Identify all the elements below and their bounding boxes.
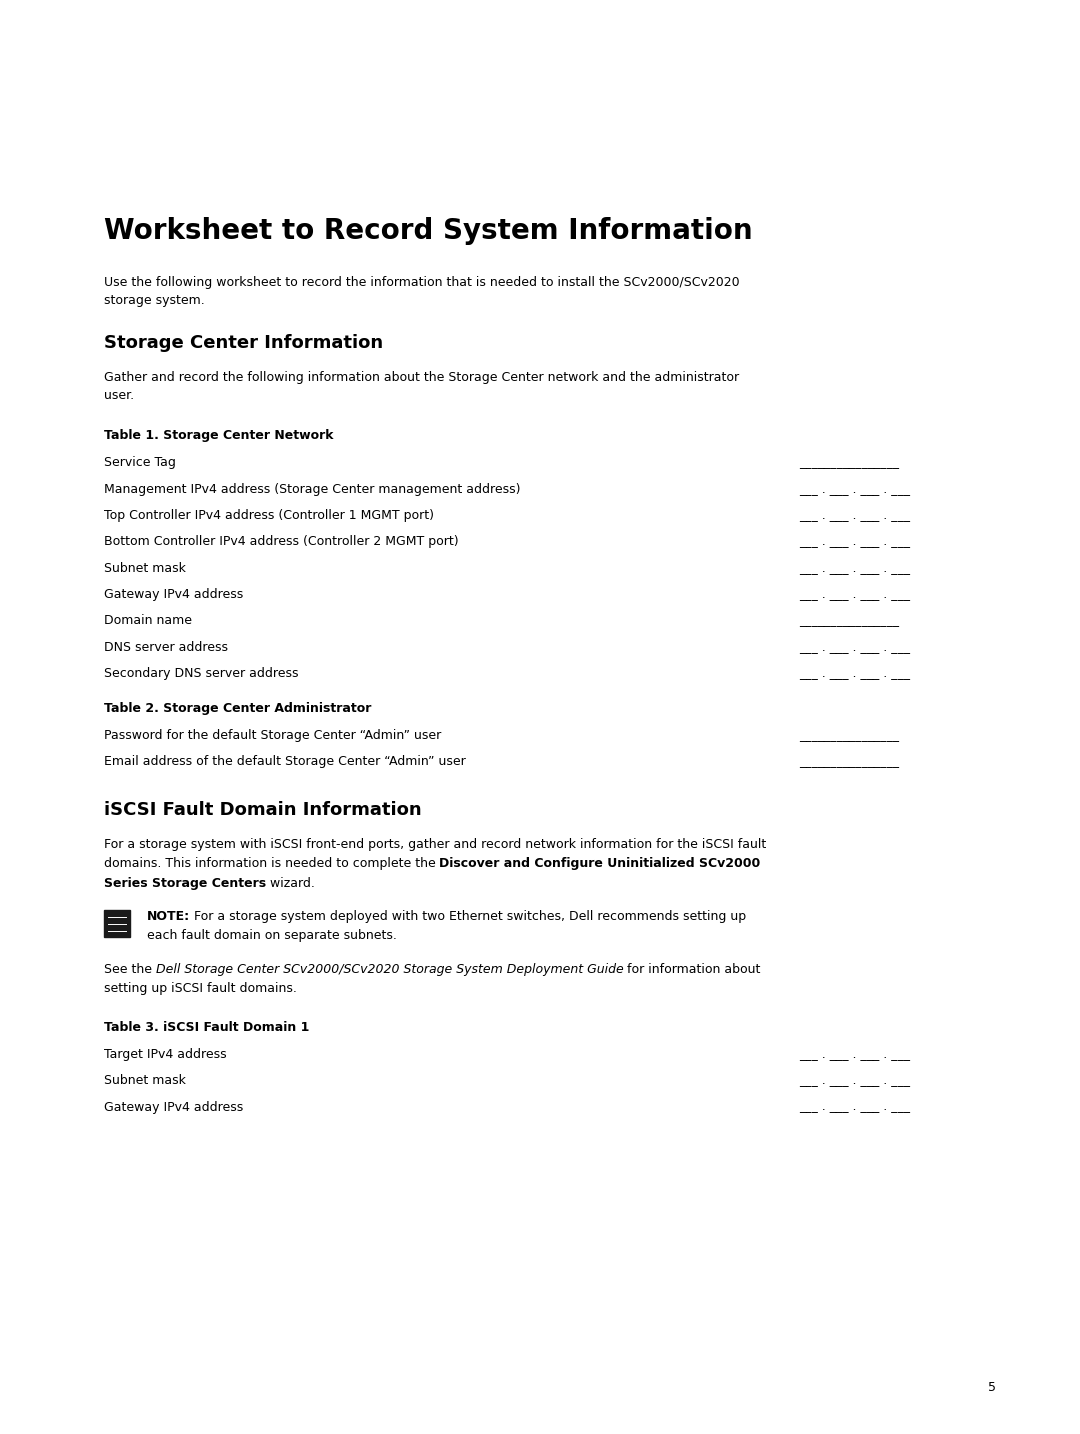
Text: Storage Center Information: Storage Center Information <box>104 334 382 351</box>
Text: Use the following worksheet to record the information that is needed to install : Use the following worksheet to record th… <box>104 275 740 307</box>
Text: ________________: ________________ <box>799 614 900 627</box>
Bar <box>104 911 130 938</box>
Text: For a storage system deployed with two Ethernet switches, Dell recommends settin: For a storage system deployed with two E… <box>190 911 746 923</box>
Text: Gateway IPv4 address: Gateway IPv4 address <box>104 588 243 601</box>
Text: Gather and record the following information about the Storage Center network and: Gather and record the following informat… <box>104 371 739 402</box>
Text: See the: See the <box>104 962 156 975</box>
Text: Management IPv4 address (Storage Center management address): Management IPv4 address (Storage Center … <box>104 483 521 496</box>
Text: Series Storage Centers: Series Storage Centers <box>104 876 266 889</box>
Text: DNS server address: DNS server address <box>104 641 228 654</box>
Text: Gateway IPv4 address: Gateway IPv4 address <box>104 1100 243 1114</box>
Text: ________________: ________________ <box>799 456 900 469</box>
Text: ___ . ___ . ___ . ___: ___ . ___ . ___ . ___ <box>799 667 910 680</box>
Text: For a storage system with iSCSI front-end ports, gather and record network infor: For a storage system with iSCSI front-en… <box>104 837 766 850</box>
Text: ___ . ___ . ___ . ___: ___ . ___ . ___ . ___ <box>799 1100 910 1114</box>
Text: Secondary DNS server address: Secondary DNS server address <box>104 667 298 680</box>
Text: Domain name: Domain name <box>104 614 191 627</box>
Text: Table 2. Storage Center Administrator: Table 2. Storage Center Administrator <box>104 701 372 714</box>
Text: Dell Storage Center SCv2000/SCv2020 Storage System Deployment Guide: Dell Storage Center SCv2000/SCv2020 Stor… <box>156 962 623 975</box>
Text: Service Tag: Service Tag <box>104 456 176 469</box>
Text: Worksheet to Record System Information: Worksheet to Record System Information <box>104 218 753 245</box>
Text: each fault domain on separate subnets.: each fault domain on separate subnets. <box>147 929 396 942</box>
Text: iSCSI Fault Domain Information: iSCSI Fault Domain Information <box>104 800 421 819</box>
Text: Top Controller IPv4 address (Controller 1 MGMT port): Top Controller IPv4 address (Controller … <box>104 509 434 522</box>
Text: Subnet mask: Subnet mask <box>104 1074 186 1087</box>
Text: Subnet mask: Subnet mask <box>104 562 186 575</box>
Text: ___ . ___ . ___ . ___: ___ . ___ . ___ . ___ <box>799 588 910 601</box>
Text: 5: 5 <box>988 1381 996 1394</box>
Text: ___ . ___ . ___ . ___: ___ . ___ . ___ . ___ <box>799 509 910 522</box>
Text: domains. This information is needed to complete the: domains. This information is needed to c… <box>104 858 440 870</box>
Text: Target IPv4 address: Target IPv4 address <box>104 1048 227 1061</box>
Text: Bottom Controller IPv4 address (Controller 2 MGMT port): Bottom Controller IPv4 address (Controll… <box>104 535 458 548</box>
Text: Discover and Configure Uninitialized SCv2000: Discover and Configure Uninitialized SCv… <box>440 858 760 870</box>
Text: ___ . ___ . ___ . ___: ___ . ___ . ___ . ___ <box>799 641 910 654</box>
Text: for information about: for information about <box>623 962 760 975</box>
Text: ________________: ________________ <box>799 728 900 741</box>
Text: ___ . ___ . ___ . ___: ___ . ___ . ___ . ___ <box>799 562 910 575</box>
Text: wizard.: wizard. <box>266 876 314 889</box>
Text: Table 1. Storage Center Network: Table 1. Storage Center Network <box>104 429 333 442</box>
Text: ________________: ________________ <box>799 754 900 769</box>
Text: Email address of the default Storage Center “Admin” user: Email address of the default Storage Cen… <box>104 754 465 769</box>
Text: setting up iSCSI fault domains.: setting up iSCSI fault domains. <box>104 982 297 995</box>
Text: Password for the default Storage Center “Admin” user: Password for the default Storage Center … <box>104 728 441 741</box>
Text: ___ . ___ . ___ . ___: ___ . ___ . ___ . ___ <box>799 483 910 496</box>
Text: ___ . ___ . ___ . ___: ___ . ___ . ___ . ___ <box>799 1048 910 1061</box>
Text: ___ . ___ . ___ . ___: ___ . ___ . ___ . ___ <box>799 1074 910 1087</box>
Text: ___ . ___ . ___ . ___: ___ . ___ . ___ . ___ <box>799 535 910 548</box>
Text: Table 3. iSCSI Fault Domain 1: Table 3. iSCSI Fault Domain 1 <box>104 1021 309 1034</box>
Text: NOTE:: NOTE: <box>147 911 190 923</box>
